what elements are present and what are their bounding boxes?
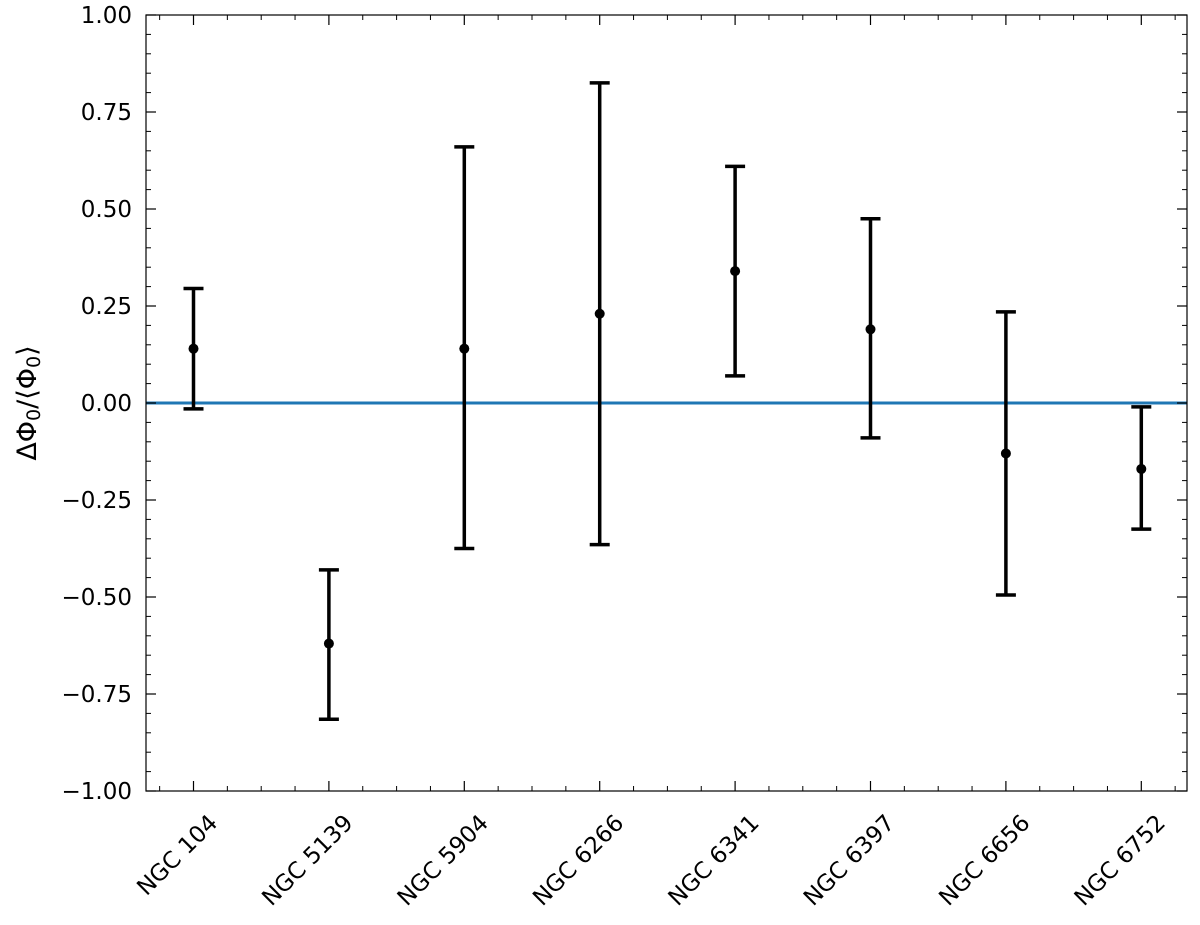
data-point: [865, 324, 876, 335]
y-tick-label: −0.25: [62, 488, 132, 514]
y-tick-label: −0.50: [62, 585, 132, 611]
x-tick-label: NGC 6341: [664, 810, 765, 911]
y-axis-label-part: ΔΦ: [12, 421, 43, 461]
x-tick-label: NGC 5904: [393, 810, 494, 911]
y-tick-label: −0.75: [62, 682, 132, 708]
y-axis-label: ΔΦ0/⟨Φ0⟩: [12, 345, 45, 460]
y-tick-label: 0.75: [81, 100, 132, 126]
y-axis-label-part: /⟨Φ: [12, 368, 43, 409]
data-point: [323, 638, 334, 649]
data-point: [730, 266, 741, 277]
data-point: [459, 343, 470, 354]
data-point: [188, 343, 199, 354]
x-tick-label: NGC 104: [132, 810, 223, 901]
y-tick-label: 1.00: [81, 3, 132, 29]
plot-frame: [145, 14, 1188, 792]
x-tick-label: NGC 6752: [1070, 810, 1171, 911]
y-axis-label-subscript: 0: [23, 409, 45, 421]
data-point: [1000, 448, 1011, 459]
data-point: [594, 308, 605, 319]
y-axis-label-subscript: 0: [23, 356, 45, 368]
y-tick-label: −1.00: [62, 779, 132, 805]
data-point: [1136, 463, 1147, 474]
y-tick-label: 0.50: [81, 197, 132, 223]
y-axis-label-part: ⟩: [12, 345, 43, 356]
ticks-layer: [146, 14, 1187, 792]
x-tick-label: NGC 6266: [528, 810, 629, 911]
data-layer: [183, 81, 1152, 721]
y-tick-label: 0.00: [81, 391, 132, 417]
x-tick-label: NGC 5139: [257, 810, 358, 911]
x-tick-label: NGC 6656: [934, 810, 1035, 911]
x-tick-label: NGC 6397: [799, 810, 900, 911]
y-tick-label: 0.25: [81, 294, 132, 320]
